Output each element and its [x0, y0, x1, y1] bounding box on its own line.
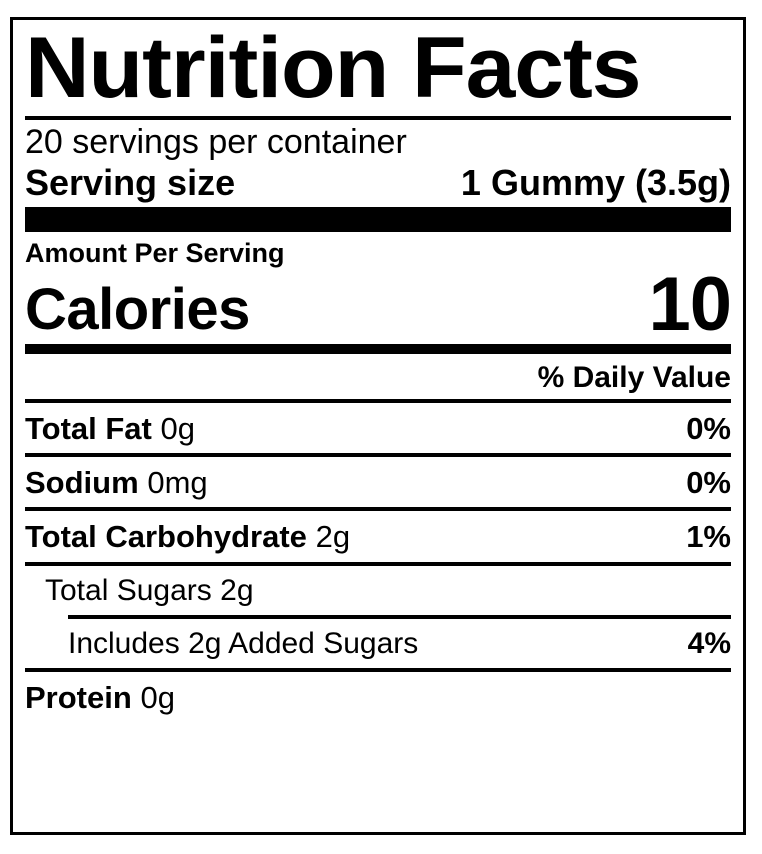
calories-value: 10 — [648, 261, 732, 347]
nutrient-daily-value: 1% — [686, 519, 731, 555]
nutrient-daily-value: 0% — [686, 465, 731, 501]
nutrient-name: Total Carbohydrate — [25, 519, 307, 555]
nutrient-amount: 0g — [140, 679, 175, 715]
nutrient-daily-value: 0% — [686, 411, 731, 447]
nutrient-name: Protein — [25, 679, 132, 715]
servings-per-container: 20 servings per container — [25, 122, 407, 161]
nutrient-name: Includes 2g Added Sugars — [68, 626, 419, 660]
divider-row — [25, 507, 731, 512]
divider-under-title — [25, 115, 731, 120]
serving-size-value: 1 Gummy (3.5g) — [460, 161, 731, 203]
divider-row-indented — [68, 614, 731, 619]
nutrient-row-protein: Protein 0g — [25, 672, 731, 722]
calories-row: Calories 10 — [25, 261, 732, 347]
nutrient-daily-value: 4% — [687, 626, 731, 660]
calories-label: Calories — [25, 277, 250, 343]
nutrient-name: Total Sugars — [45, 573, 212, 607]
divider-row — [25, 667, 731, 672]
divider-row — [25, 453, 731, 458]
divider-thick-serving — [25, 207, 731, 233]
nutrient-amount: 0g — [160, 411, 196, 447]
nutrient-row-total-sugars: Total Sugars 2g — [25, 566, 731, 615]
nutrient-amount: 2g — [220, 573, 254, 607]
page-title: Nutrition Facts — [25, 20, 642, 116]
nutrient-name: Total Fat — [25, 411, 152, 447]
nutrient-amount: 2g — [315, 519, 351, 555]
nutrient-row-sodium: Sodium 0mg 0% — [25, 457, 731, 507]
nutrition-facts-label: Nutrition Facts 20 servings per containe… — [10, 17, 746, 835]
divider-under-calories — [25, 344, 731, 355]
nutrient-amount: 0mg — [147, 465, 208, 501]
nutrient-row-total-fat: Total Fat 0g 0% — [25, 403, 731, 453]
amount-per-serving-label: Amount Per Serving — [25, 238, 285, 269]
daily-value-header: % Daily Value — [537, 361, 731, 395]
divider-under-dv-header — [25, 399, 731, 404]
nutrient-name: Sodium — [25, 465, 139, 501]
serving-size-row: Serving size 1 Gummy (3.5g) — [25, 162, 731, 203]
nutrient-row-total-carbohydrate: Total Carbohydrate 2g 1% — [25, 511, 731, 561]
nutrient-row-added-sugars: Includes 2g Added Sugars 4% — [25, 619, 731, 668]
divider-row — [25, 561, 731, 566]
serving-size-label: Serving size — [25, 161, 236, 203]
